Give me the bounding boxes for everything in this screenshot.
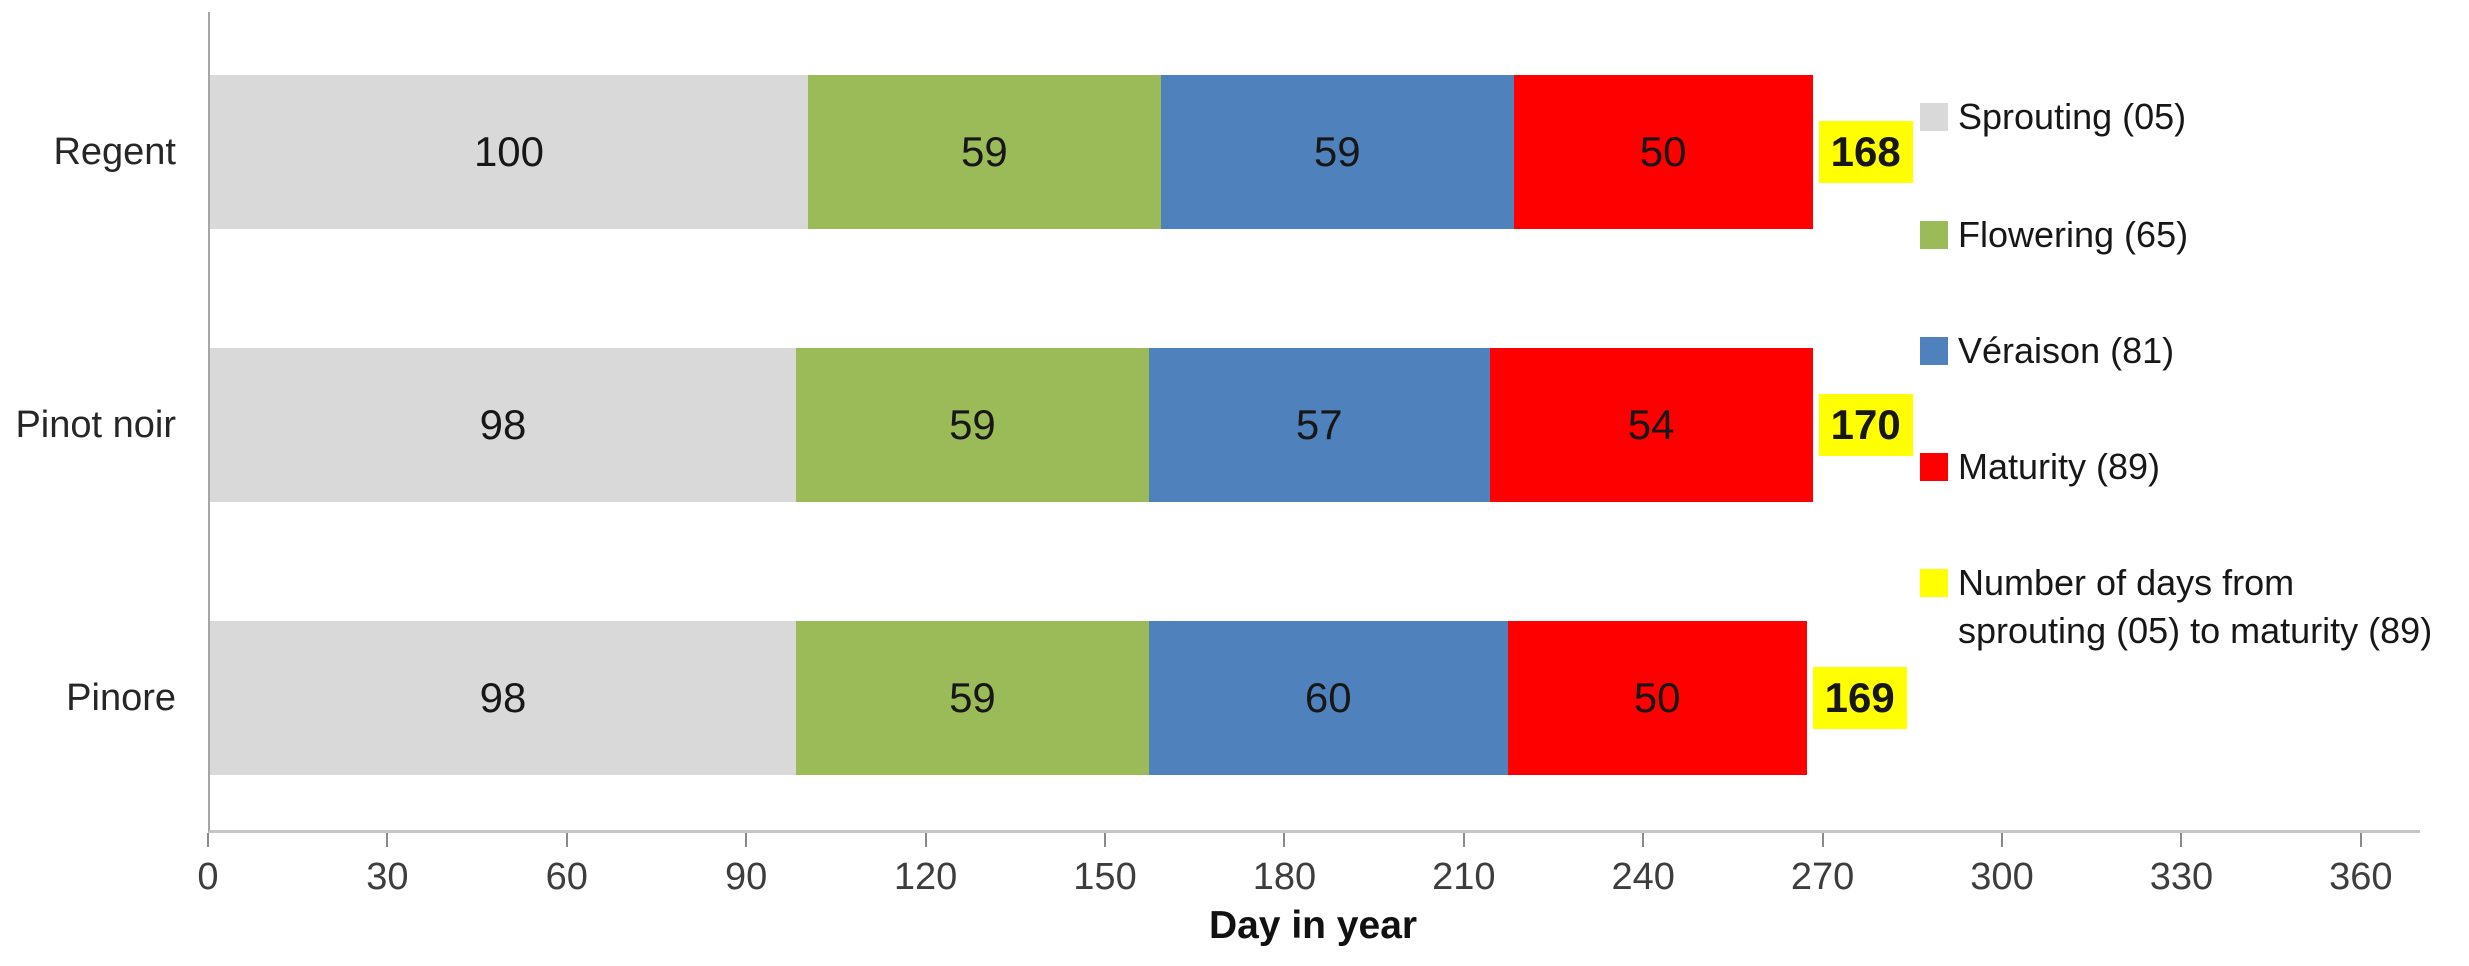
x-tick-mark [207, 833, 209, 847]
x-tick-label: 180 [1252, 856, 1317, 898]
segment-value-label: 98 [479, 401, 527, 448]
x-tick-mark [565, 833, 568, 847]
segment-value-label: 98 [479, 673, 527, 721]
bar-row-pinore: 98 59 60 50 [210, 620, 1807, 775]
bar-segment-sprouting-05: 98 [210, 348, 797, 502]
legend-label: Sprouting (05) [1958, 96, 2187, 137]
x-tick-mark [924, 833, 927, 847]
x-tick-mark [745, 833, 748, 847]
x-tick-label: 210 [1432, 856, 1496, 898]
segment-value-label: 54 [1627, 401, 1675, 448]
x-tick-label: 300 [1970, 856, 2034, 898]
legend-swatch-icon [1920, 221, 1948, 249]
category-label-regent: Regent [53, 131, 176, 174]
total-days-badge: 168 [1818, 121, 1913, 184]
x-tick-label: 330 [2149, 856, 2214, 898]
legend-label: Number of days from sprouting (05) to ma… [1958, 562, 2433, 651]
legend-swatch-icon [1920, 103, 1948, 131]
x-tick-label: 360 [2329, 856, 2393, 898]
segment-value-label: 59 [949, 401, 996, 448]
x-tick-mark [2001, 833, 2003, 847]
bar-segment-sprouting-05: 100 [210, 75, 808, 230]
bar-segment-maturity-89: 50 [1513, 75, 1813, 230]
x-tick-label: 60 [545, 856, 588, 898]
x-tick-label: 270 [1790, 856, 1855, 898]
bar-segment-maturity-89: 50 [1507, 620, 1807, 775]
x-tick-label: 240 [1611, 856, 1675, 898]
category-label-pinot-noir: Pinot noir [15, 404, 176, 446]
x-tick-mark [1462, 833, 1465, 847]
bar-segment-v-raison-81: 59 [1160, 75, 1514, 230]
x-axis-title: Day in year [1208, 904, 1418, 947]
x-tick-label: 0 [197, 856, 219, 898]
segment-value-label: 50 [1633, 673, 1681, 721]
x-tick-mark [2359, 833, 2362, 847]
bar-segment-v-raison-81: 60 [1148, 620, 1508, 775]
segment-value-label: 59 [961, 128, 1008, 176]
x-tick-label: 90 [725, 856, 768, 898]
segment-value-label: 59 [949, 673, 996, 721]
legend-label: Maturity (89) [1958, 446, 2161, 487]
legend-label: Flowering (65) [1958, 214, 2189, 255]
bar-row-regent: 100 59 59 50 [210, 75, 1813, 230]
x-tick-mark [1104, 833, 1106, 847]
bar-segment-flowering-65: 59 [796, 620, 1149, 775]
bar-segment-v-raison-81: 57 [1148, 348, 1490, 502]
bar-row-pinot-noir: 98 59 57 54 [210, 348, 1813, 502]
segment-value-label: 50 [1639, 128, 1687, 176]
x-tick-label: 120 [893, 856, 958, 898]
x-tick-mark [2180, 833, 2183, 847]
total-days-badge: 169 [1812, 666, 1907, 729]
legend-label: Véraison (81) [1958, 330, 2175, 371]
segment-value-label: 57 [1295, 401, 1343, 448]
bar-segment-flowering-65: 59 [808, 75, 1161, 230]
x-tick-label: 30 [366, 856, 409, 898]
total-days-badge: 170 [1818, 394, 1913, 456]
bar-segment-sprouting-05: 98 [210, 620, 797, 775]
x-tick-label: 150 [1073, 856, 1137, 898]
segment-value-label: 60 [1304, 673, 1352, 721]
bar-segment-flowering-65: 59 [796, 348, 1149, 502]
x-tick-mark [386, 833, 389, 847]
legend-swatch-icon [1920, 569, 1948, 597]
plot-area: 100 59 59 50 98 59 57 54 98 59 60 50 [208, 12, 2420, 833]
segment-value-label: 59 [1313, 128, 1361, 176]
category-label-pinore: Pinore [66, 676, 176, 719]
bar-segment-maturity-89: 54 [1489, 348, 1813, 502]
legend-swatch-icon [1920, 453, 1948, 481]
legend-swatch-icon [1920, 337, 1948, 365]
segment-value-label: 100 [473, 128, 545, 176]
x-tick-mark [1642, 833, 1645, 847]
x-tick-mark [1283, 833, 1286, 847]
x-tick-mark [1821, 833, 1824, 847]
